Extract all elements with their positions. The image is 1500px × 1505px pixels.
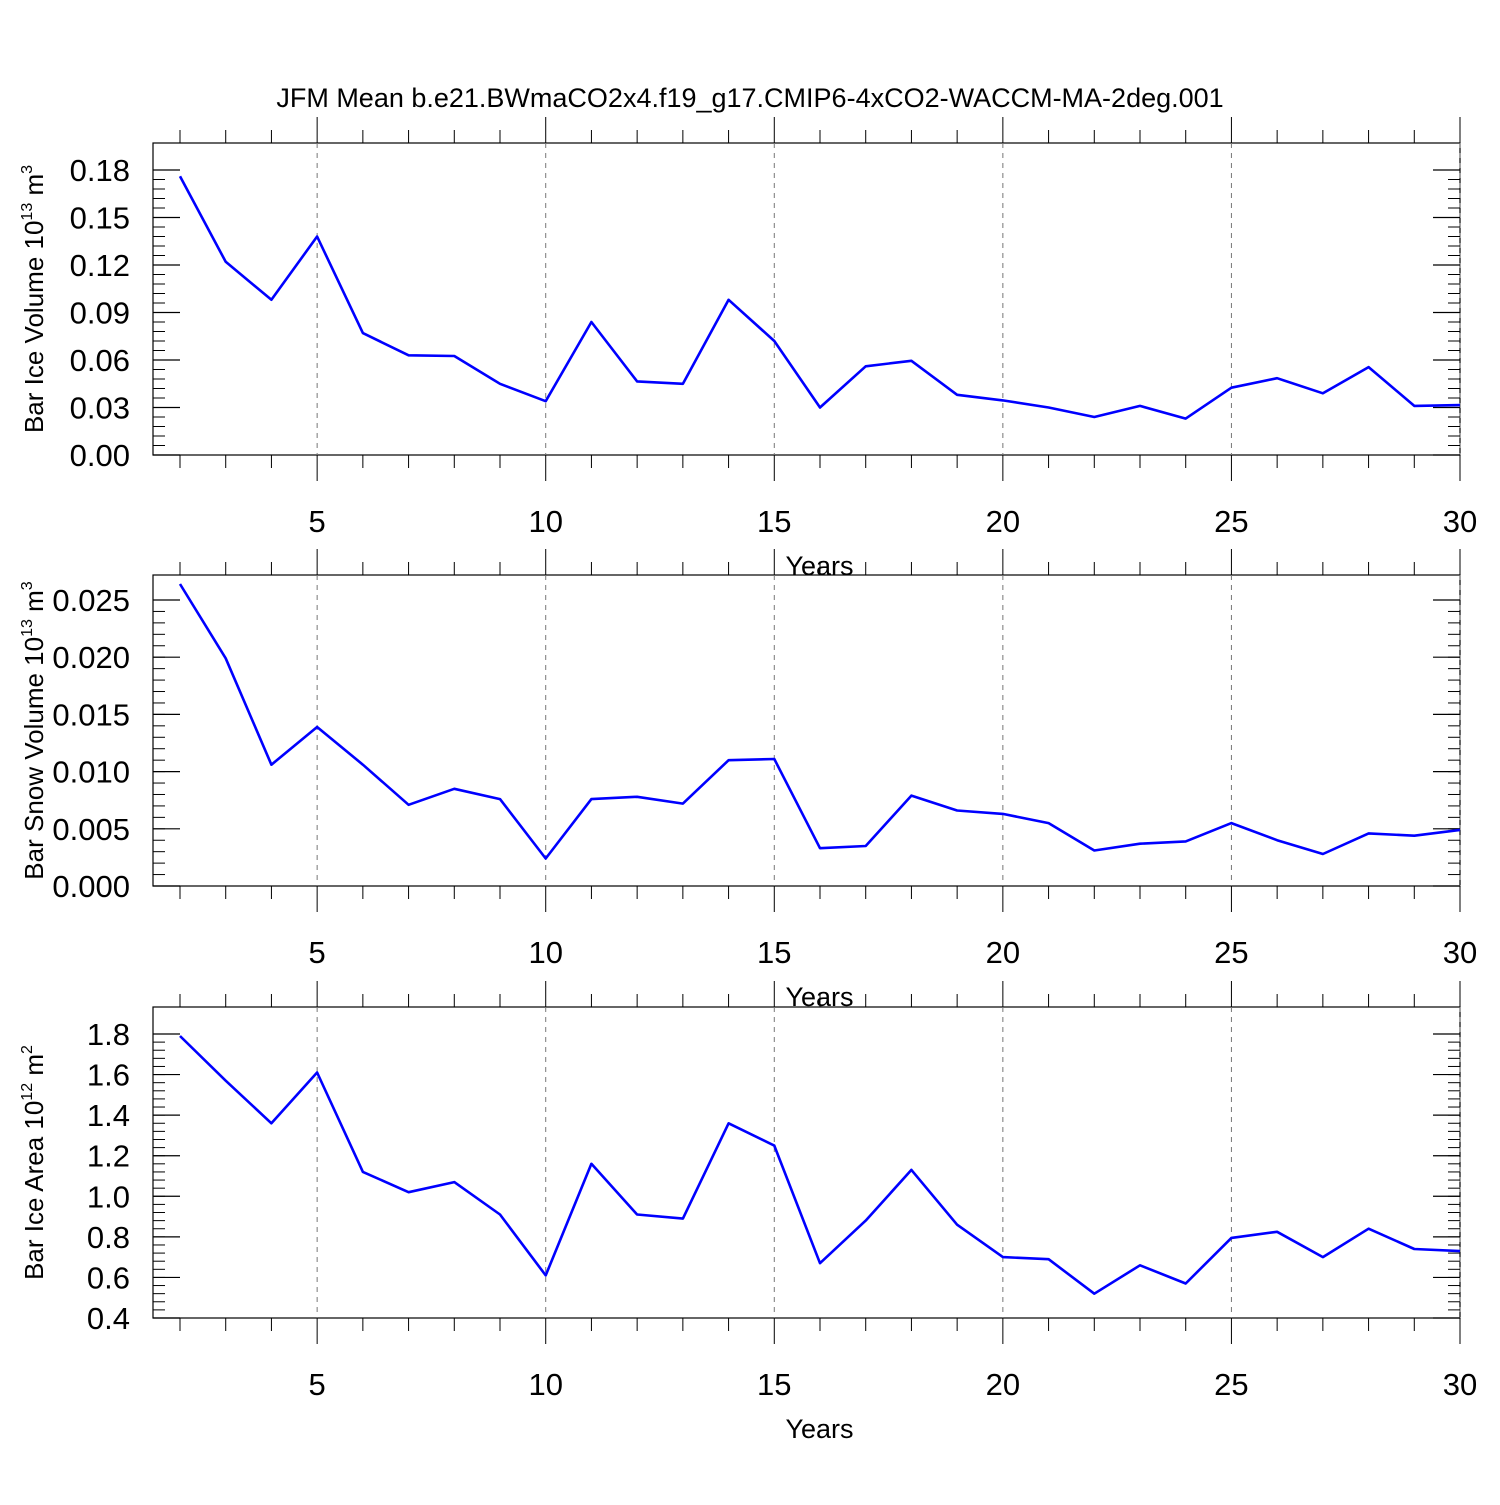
- series-line-1: [179, 1035, 1461, 1295]
- y-tick-label: 0.09: [70, 296, 130, 331]
- y-tick-label: 1.4: [87, 1098, 130, 1133]
- y-tick-label: 0.005: [52, 812, 130, 847]
- y-tick-label: 0.03: [70, 391, 130, 426]
- y-tick-label: 1.6: [87, 1058, 130, 1093]
- x-tick-label: 10: [528, 935, 562, 970]
- y-tick-label: 0.020: [52, 640, 130, 675]
- y-axis-label: Bar Ice Volume 1013 m3: [19, 165, 49, 433]
- plot-frame: [152, 1006, 1461, 1319]
- x-tick-label: 5: [309, 1367, 326, 1402]
- plot-frame: [152, 142, 1461, 456]
- x-tick-label: 10: [528, 504, 562, 539]
- y-axis-label: Bar Ice Area 1012 m2: [19, 1045, 49, 1280]
- y-axis-label: Bar Snow Volume 1013 m3: [19, 581, 49, 880]
- y-tick-label: 1.0: [87, 1179, 130, 1214]
- x-tick-label: 15: [757, 935, 791, 970]
- y-tick-label: 0.15: [70, 201, 130, 236]
- x-axis-label: Years: [785, 1414, 853, 1444]
- x-tick-label: 25: [1214, 935, 1248, 970]
- plot-frame: [152, 574, 1461, 887]
- x-tick-label: 10: [528, 1367, 562, 1402]
- y-tick-label: 1.2: [87, 1139, 130, 1174]
- y-tick-label: 0.010: [52, 755, 130, 790]
- y-tick-label: 0.06: [70, 343, 130, 378]
- figure-title: JFM Mean b.e21.BWmaCO2x4.f19_g17.CMIP6-4…: [276, 83, 1223, 113]
- y-tick-label: 0.000: [52, 869, 130, 904]
- chart-panel-1: 0.000.030.060.090.120.150.185 10 15 20 25 30Y…: [19, 117, 1477, 581]
- x-tick-label: 20: [986, 935, 1020, 970]
- y-tick-label: 1.8: [87, 1017, 130, 1052]
- series-line-1: [178, 583, 1461, 860]
- y-tick-label: 0.4: [87, 1301, 130, 1336]
- y-tick-label: 0.12: [70, 248, 130, 283]
- panels: 0.00 0.03 0.06 0.09 0.12 0.15 0.18 5 10 15 20 25 30 Y…: [19, 117, 1477, 1444]
- series-line-1: [178, 175, 1461, 420]
- y-tick-label: 0.6: [87, 1260, 130, 1295]
- x-tick-label: 25: [1214, 504, 1248, 539]
- y-tick-label: 0.025: [52, 583, 130, 618]
- chart-panel-2: 0.000 0.005 0.010 0.015 0.020 0.025 5 10 15 20 25 3…: [19, 549, 1477, 1012]
- x-tick-label: 5: [309, 935, 326, 970]
- x-tick-label: 20: [986, 504, 1020, 539]
- y-tick-label: 0.015: [52, 697, 130, 732]
- x-tick-label: 25: [1214, 1367, 1248, 1402]
- x-tick-label: 30: [1443, 504, 1477, 539]
- x-tick-label: 15: [757, 1367, 791, 1402]
- y-tick-label: 0.8: [87, 1220, 130, 1255]
- chart-panel-3: 0.4 0.6 0.8 1.0 1.2 1.4 1.6 1.8 5 10 15 20 25 30 Years…: [19, 981, 1477, 1444]
- x-tick-label: 15: [757, 504, 791, 539]
- x-tick-label: 30: [1443, 935, 1477, 970]
- y-tick-label: 0.18: [70, 153, 130, 188]
- x-tick-label: 20: [986, 1367, 1020, 1402]
- y-tick-label: 0.00: [70, 438, 130, 473]
- x-tick-label: 30: [1443, 1367, 1477, 1402]
- x-tick-label: 5: [309, 504, 326, 539]
